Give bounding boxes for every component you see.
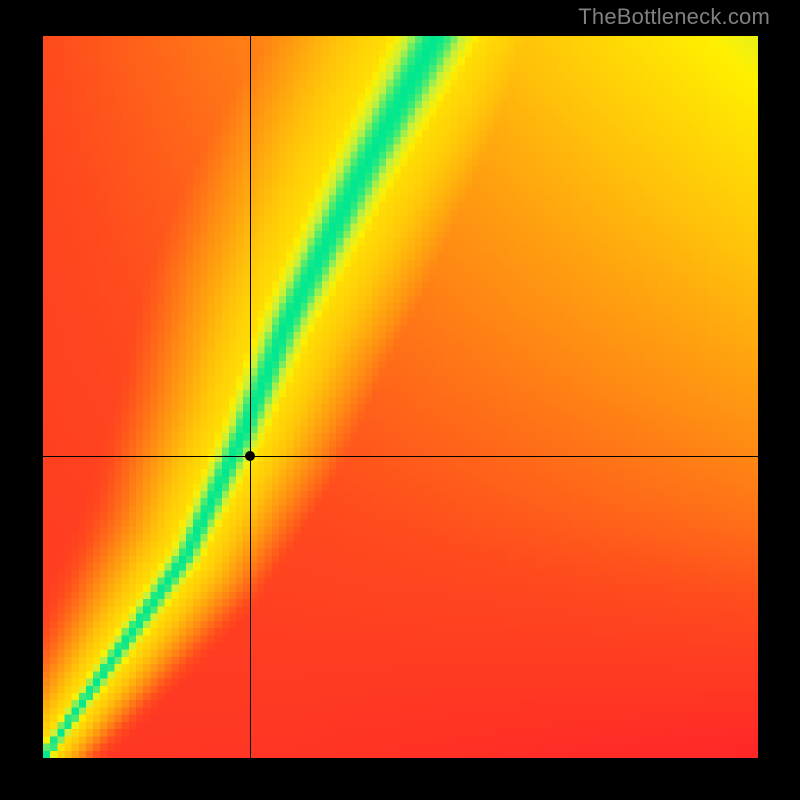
heatmap-canvas [43,36,758,758]
crosshair-horizontal [43,456,758,457]
attribution-text: TheBottleneck.com [578,4,770,30]
crosshair-marker [245,451,255,461]
plot-area [43,36,758,758]
crosshair-vertical [250,36,251,758]
